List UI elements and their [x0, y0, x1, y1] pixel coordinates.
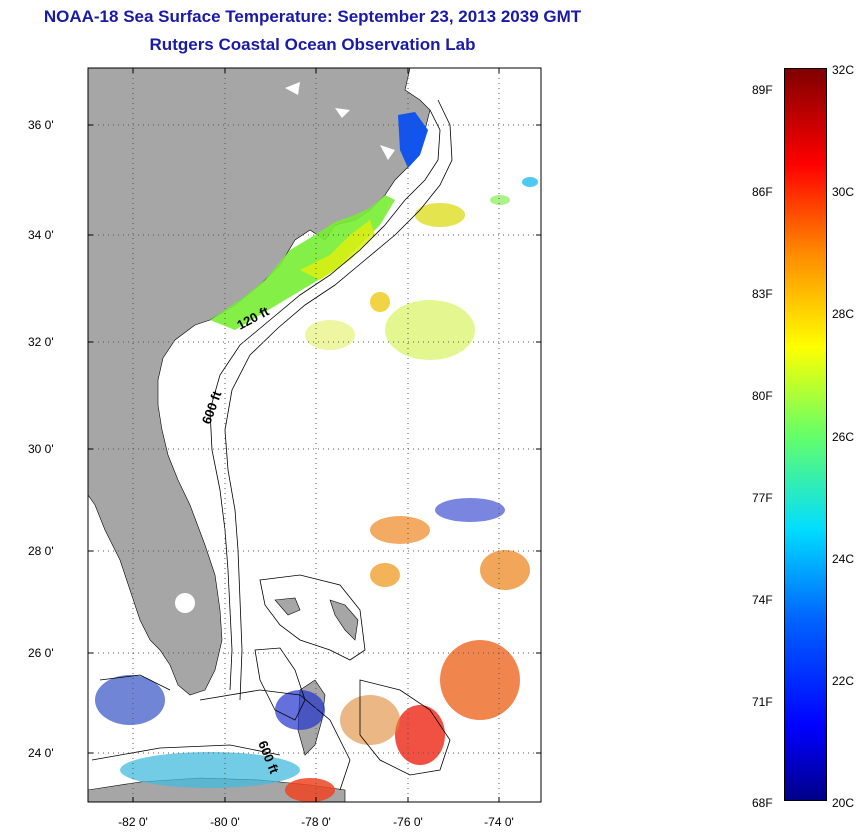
lat-tick-28: 28 0' [28, 544, 54, 558]
tick-marks [88, 68, 541, 802]
lat-tick-26: 26 0' [28, 646, 54, 660]
colorbar-f-86: 86F [752, 185, 773, 199]
colorbar-c-20: 20C [832, 796, 855, 810]
lat-tick-24: 24 0' [28, 746, 54, 760]
lon-tick-78: -78 0' [301, 815, 331, 829]
lon-tick-74: -74 0' [484, 815, 514, 829]
colorbar-f-77: 77F [752, 491, 773, 505]
colorbar-c-30: 30C [832, 185, 855, 199]
colorbar-f-80: 80F [752, 389, 773, 403]
colorbar-c-26: 26C [832, 430, 855, 444]
lat-tick-36: 36 0' [28, 118, 54, 132]
colorbar-c-32: 32C [832, 63, 855, 77]
bathymetry-contours [91, 99, 453, 791]
colorbar-f-74: 74F [752, 593, 773, 607]
lat-tick-30: 30 0' [28, 442, 54, 456]
colorbar-f-83: 83F [752, 287, 773, 301]
temperature-colorbar [784, 68, 827, 801]
lat-tick-32: 32 0' [28, 335, 54, 349]
colorbar-f-89: 89F [752, 83, 773, 97]
inland-water [175, 82, 395, 613]
lon-tick-80: -80 0' [210, 815, 240, 829]
gridlines [88, 68, 541, 802]
map-title: NOAA-18 Sea Surface Temperature: Septemb… [43, 7, 582, 26]
plot-frame [87, 67, 542, 803]
lat-tick-34: 34 0' [28, 228, 54, 242]
colorbar-f-68: 68F [752, 796, 773, 810]
colorbar-c-24: 24C [832, 552, 855, 566]
colorbar-f-71: 71F [752, 695, 773, 709]
sst-field [95, 112, 538, 802]
colorbar-c-28: 28C [832, 307, 855, 321]
lon-tick-82: -82 0' [118, 815, 148, 829]
map-subtitle: Rutgers Coastal Ocean Observation Lab [149, 35, 476, 54]
lon-tick-76: -76 0' [393, 815, 423, 829]
colorbar-c-22: 22C [832, 674, 855, 688]
